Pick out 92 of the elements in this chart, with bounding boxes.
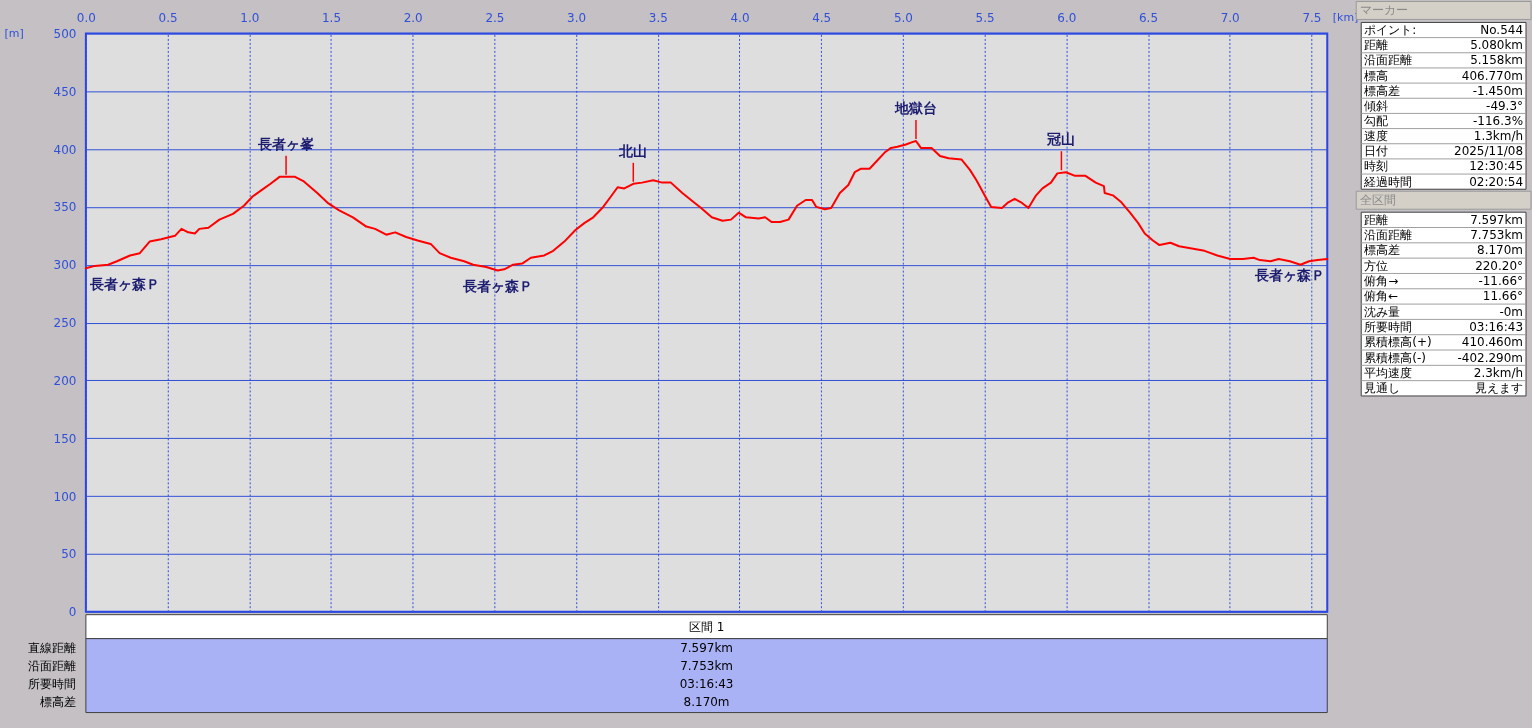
- text: -0m: [1499, 304, 1524, 319]
- text: 1.3km/h: [1473, 129, 1524, 144]
- text: 5.158km: [1470, 53, 1524, 68]
- text: 220.20°: [1475, 258, 1524, 273]
- text: 距離: [1364, 38, 1389, 53]
- y-tick-label: 200: [53, 373, 77, 388]
- x-tick-label: 0.5: [158, 10, 178, 25]
- y-tick-label: 0: [68, 605, 77, 620]
- text: 時刻: [1364, 159, 1389, 174]
- x-tick-label: 3.5: [648, 10, 668, 25]
- text: 標高: [1364, 68, 1389, 83]
- text: 勾配: [1364, 114, 1389, 128]
- text: 2.3km/h: [1473, 365, 1524, 380]
- text: 所要時間: [1364, 320, 1413, 335]
- text: 8.170m: [683, 694, 730, 709]
- text: 03:16:43: [679, 676, 734, 691]
- text: 直線距離: [27, 640, 76, 655]
- text: 沿面距離: [1364, 228, 1413, 243]
- x-tick-label: 5.0: [893, 10, 913, 25]
- annotation: 長者ヶ森Ｐ: [88, 276, 160, 293]
- x-tick-label: 2.5: [485, 10, 505, 25]
- text: 沈み量: [1364, 304, 1401, 319]
- annotation: 長者ヶ森Ｐ: [1254, 266, 1326, 283]
- y-tick-label: 50: [61, 547, 77, 562]
- text: No.544: [1480, 23, 1524, 38]
- text: 累積標高(+): [1364, 335, 1432, 350]
- text: 俯角→: [1364, 274, 1399, 289]
- text: 沿面距離: [27, 658, 76, 673]
- x-tick-label: 6.5: [1138, 10, 1159, 25]
- text: 410.460m: [1461, 335, 1524, 350]
- y-tick-label: 500: [53, 26, 77, 41]
- text: 406.770m: [1461, 68, 1524, 83]
- x-axis-title: [km]: [1332, 10, 1359, 24]
- annotation: 地獄台: [893, 100, 937, 117]
- text: マーカー: [1360, 3, 1409, 18]
- text: 見通し: [1364, 381, 1401, 396]
- text: 7.753km: [680, 658, 734, 673]
- y-tick-label: 250: [53, 316, 77, 331]
- text: ポイント:: [1364, 23, 1417, 38]
- text: 7.597km: [680, 640, 734, 655]
- x-tick-label: 1.5: [321, 10, 342, 25]
- text: -402.290m: [1457, 350, 1524, 365]
- text: 02:20:54: [1469, 174, 1524, 189]
- text: 経過時間: [1363, 174, 1413, 189]
- text: 速度: [1364, 129, 1389, 144]
- y-tick-label: 450: [53, 84, 77, 99]
- text: 標高差: [1364, 243, 1401, 258]
- text: 5.080km: [1470, 38, 1524, 53]
- text: 標高差: [39, 694, 76, 709]
- x-tick-label: 0.0: [76, 10, 96, 25]
- text: 方位: [1364, 258, 1389, 273]
- annotation: 長者ヶ峯: [257, 135, 315, 152]
- text: 8.170m: [1477, 243, 1524, 258]
- y-tick-label: 150: [53, 431, 77, 446]
- text: -1.450m: [1472, 83, 1524, 98]
- x-tick-label: 5.5: [975, 10, 995, 25]
- text: 所要時間: [27, 676, 76, 691]
- text: -49.3°: [1486, 98, 1524, 113]
- y-tick-label: 350: [53, 200, 77, 215]
- annotation: 冠山: [1046, 131, 1076, 148]
- text: 傾斜: [1364, 98, 1389, 113]
- text: 距離: [1364, 212, 1389, 227]
- text: 7.753km: [1470, 228, 1524, 243]
- x-tick-label: 6.0: [1057, 10, 1077, 25]
- text: 平均速度: [1364, 365, 1413, 380]
- text: 区間 1: [688, 619, 725, 634]
- text: 累積標高(-): [1364, 350, 1426, 365]
- x-tick-label: 4.0: [730, 10, 750, 25]
- text: 12:30:45: [1469, 159, 1524, 174]
- y-tick-label: 400: [53, 142, 77, 157]
- text: -116.3%: [1473, 114, 1524, 128]
- text: 俯角←: [1364, 289, 1399, 304]
- text: 沿面距離: [1364, 53, 1413, 68]
- text: 見えます: [1475, 381, 1524, 396]
- x-tick-label: 3.0: [567, 10, 587, 25]
- x-tick-label: 1.0: [240, 10, 260, 25]
- text: 全区間: [1360, 193, 1397, 208]
- y-tick-label: 100: [53, 489, 77, 504]
- x-tick-label: 4.5: [812, 10, 832, 25]
- text: 日付: [1364, 144, 1389, 159]
- x-tick-label: 7.5: [1302, 10, 1322, 25]
- x-tick-label: 2.0: [403, 10, 423, 25]
- x-tick-label: 7.0: [1220, 10, 1240, 25]
- text: -11.66°: [1478, 274, 1524, 289]
- text: 7.597km: [1470, 212, 1524, 227]
- text: 03:16:43: [1469, 320, 1524, 335]
- annotation: 長者ヶ森Ｐ: [461, 278, 533, 295]
- y-tick-label: 300: [53, 258, 77, 273]
- text: 標高差: [1364, 83, 1401, 98]
- text: 11.66°: [1482, 289, 1524, 304]
- text: 2025/11/08: [1454, 144, 1524, 159]
- y-axis-title: [m]: [4, 26, 24, 40]
